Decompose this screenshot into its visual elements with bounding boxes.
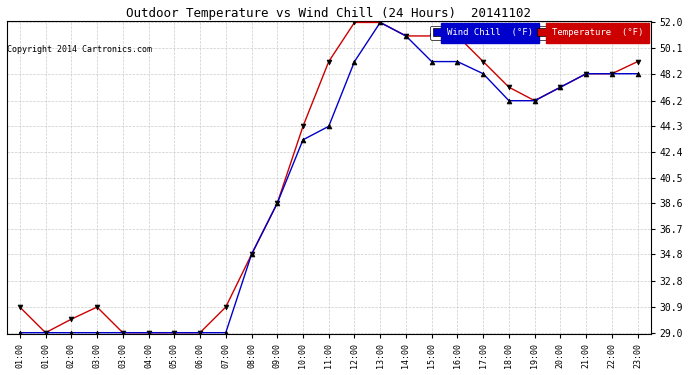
Title: Outdoor Temperature vs Wind Chill (24 Hours)  20141102: Outdoor Temperature vs Wind Chill (24 Ho… — [126, 7, 531, 20]
Legend: Wind Chill  (°F), Temperature  (°F): Wind Chill (°F), Temperature (°F) — [430, 26, 646, 40]
Text: Copyright 2014 Cartronics.com: Copyright 2014 Cartronics.com — [7, 45, 152, 54]
